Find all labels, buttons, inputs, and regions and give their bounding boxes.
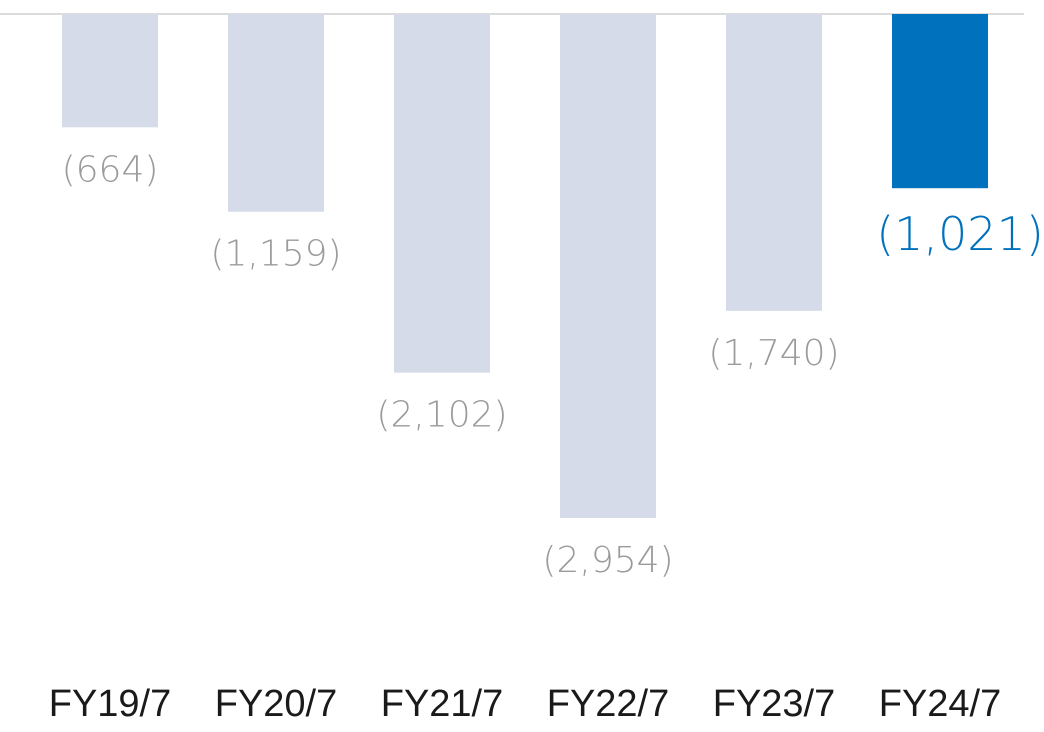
value-labels-group: (664) (1,159) (2,102) (2,954) (1,740) (1,021) <box>62 149 1044 581</box>
value-label: (1,021) <box>876 207 1044 261</box>
bar-fy19-7 <box>62 14 158 128</box>
category-label: FY21/7 <box>381 683 504 725</box>
bar-fy20-7 <box>228 14 324 212</box>
category-labels-group: FY19/7 FY20/7 FY21/7 FY22/7 FY23/7 FY24/7 <box>49 683 1002 725</box>
value-label: (1,159) <box>210 234 341 275</box>
bars-group <box>62 14 988 518</box>
bar-fy23-7 <box>726 14 822 311</box>
value-label: (2,102) <box>376 395 507 436</box>
category-label: FY20/7 <box>215 683 338 725</box>
value-label: (664) <box>62 149 159 190</box>
category-label: FY24/7 <box>879 683 1002 725</box>
bar-fy22-7 <box>560 14 656 518</box>
value-label: (1,740) <box>708 333 839 374</box>
bar-fy21-7 <box>394 14 490 373</box>
value-label: (2,954) <box>542 540 673 581</box>
category-label: FY22/7 <box>547 683 670 725</box>
bar-fy24-7 <box>892 14 988 189</box>
category-label: FY23/7 <box>713 683 836 725</box>
category-label: FY19/7 <box>49 683 172 725</box>
